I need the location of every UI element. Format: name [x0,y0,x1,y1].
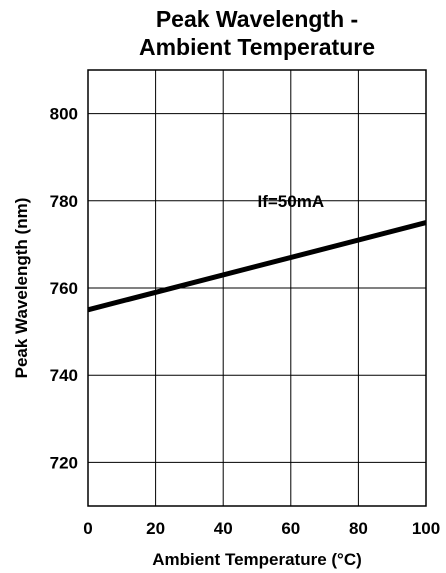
x-tick-label: 60 [281,519,300,538]
y-tick-label: 760 [50,279,78,298]
x-tick-label: 80 [349,519,368,538]
chart-title-line-2: Ambient Temperature [139,34,375,60]
annotations: If=50mA [257,192,324,211]
chart-title-line-1: Peak Wavelength - [156,6,358,32]
x-tick-label: 100 [412,519,440,538]
x-tick-label: 20 [146,519,165,538]
series-line [87,220,427,313]
y-axis-label: Peak Wavelength (nm) [12,198,31,379]
y-tick-label: 780 [50,192,78,211]
x-axis-tick-labels: 0 20 40 60 80 100 [83,519,440,538]
y-tick-label: 740 [50,366,78,385]
y-tick-label: 720 [50,453,78,472]
series-annotation-label: If=50mA [257,192,324,211]
chart-title: Peak Wavelength - Ambient Temperature [139,6,375,60]
y-tick-label: 800 [50,105,78,124]
y-axis-tick-labels: 720 740 760 780 800 [50,105,78,473]
grid-lines [88,70,426,506]
x-tick-label: 40 [214,519,233,538]
x-tick-label: 0 [83,519,92,538]
series-layer [87,220,427,313]
x-axis-label: Ambient Temperature (°C) [152,550,362,569]
plot-area-border [87,69,427,507]
